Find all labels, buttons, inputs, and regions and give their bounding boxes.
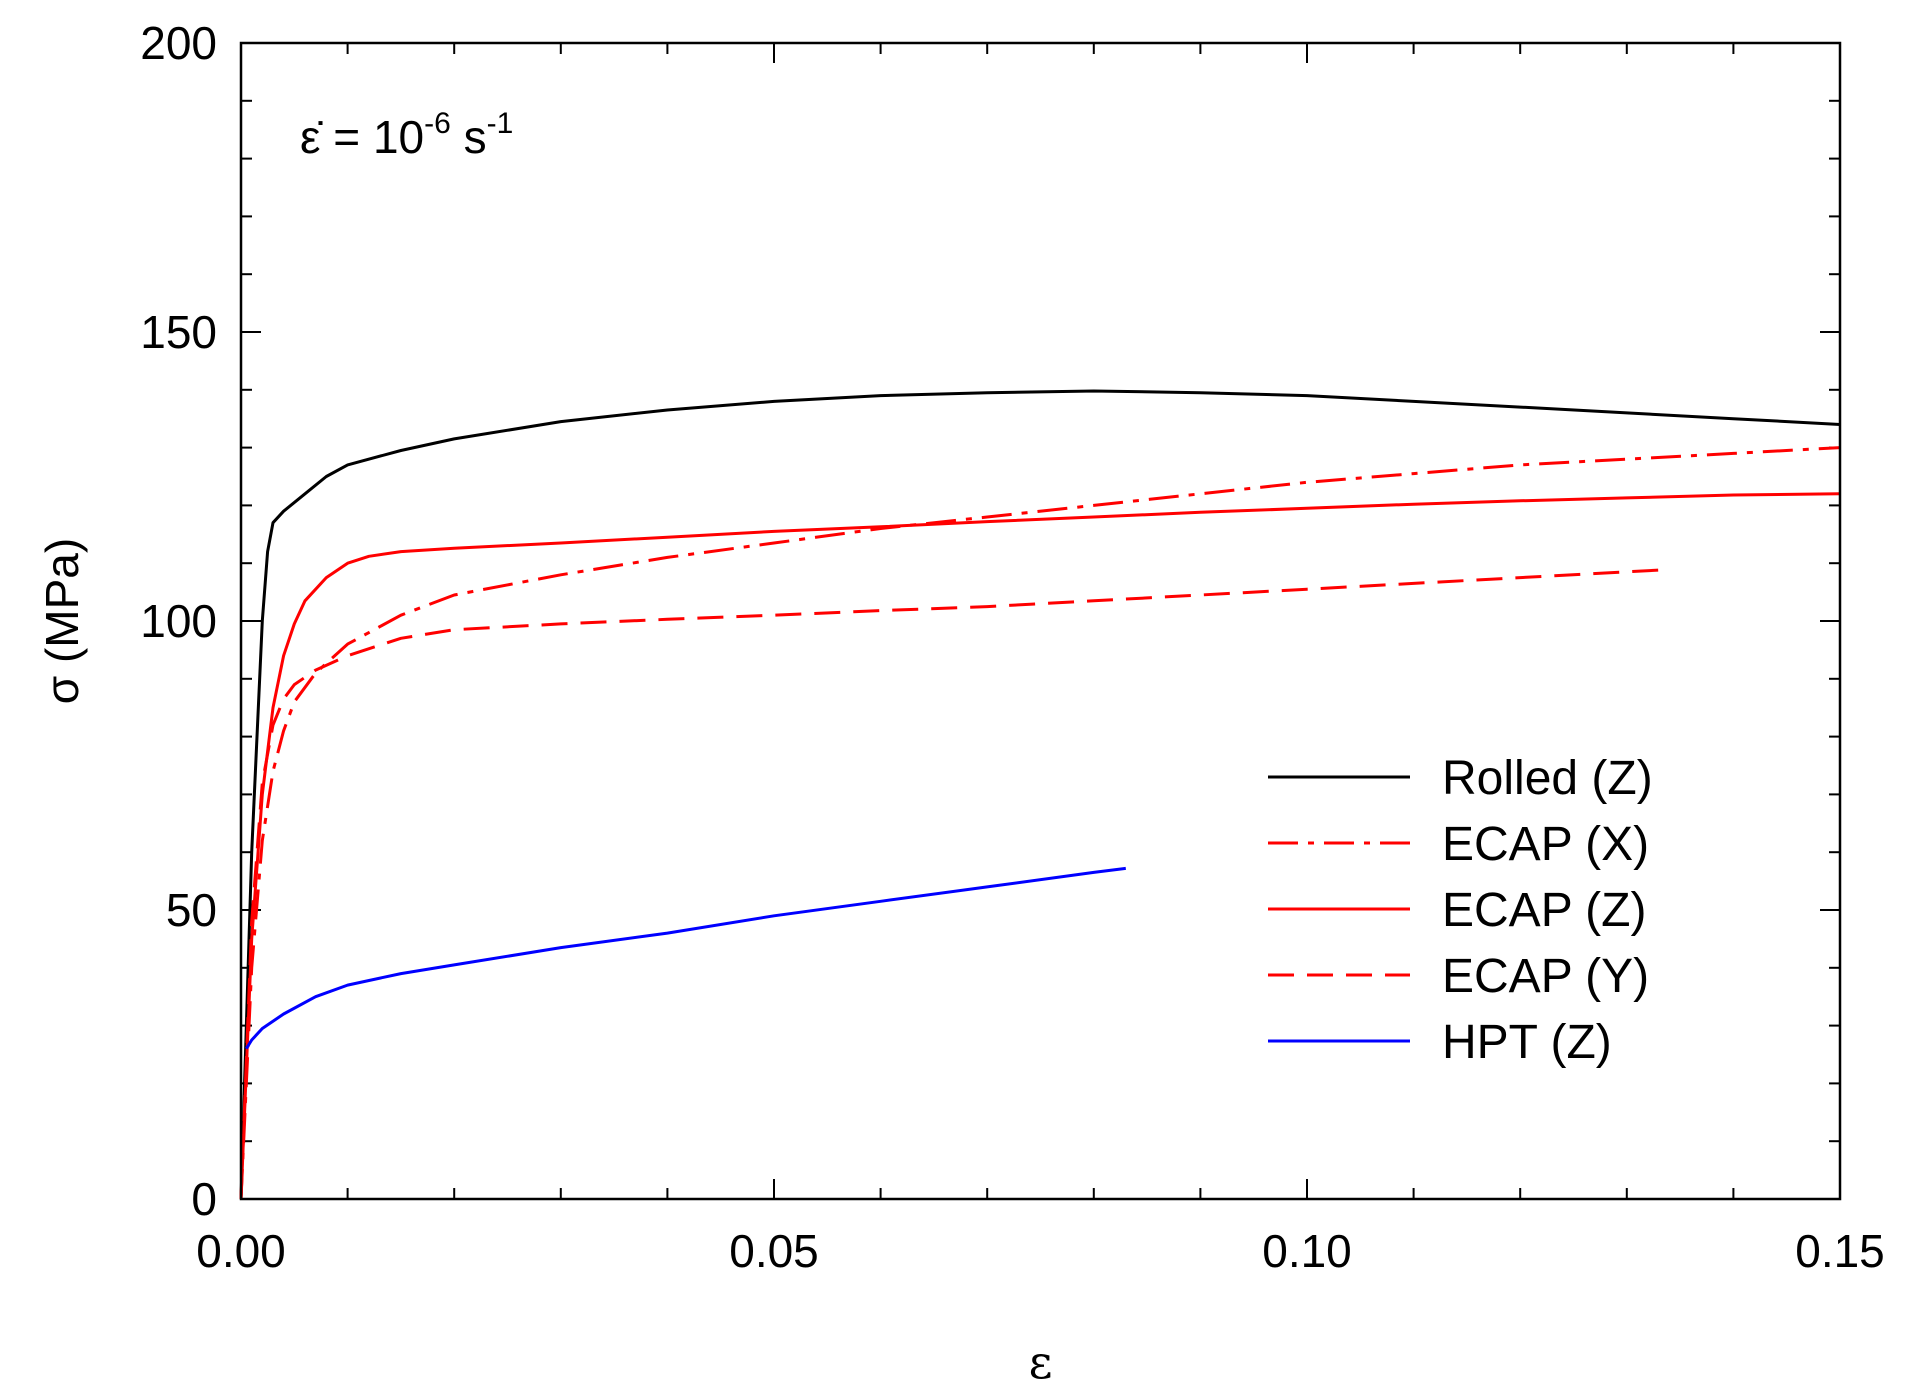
y-tick-label: 200 (140, 17, 217, 69)
plot-frame (239, 41, 1842, 1201)
series-line-hpt-z (245, 866, 1126, 1050)
strain-rate-symbol: ε̇ (300, 111, 324, 163)
legend-label: Rolled (Z) (1442, 752, 1653, 805)
tick-labels: 0.00 0.05 0.10 0.15 0 50 100 150 200 (140, 17, 1885, 1277)
legend-item-ecap-z: ECAP (Z) (1268, 884, 1646, 937)
strain-rate-base: = 10 (321, 111, 425, 163)
legend-label: ECAP (X) (1442, 818, 1649, 871)
data-series (239, 389, 1841, 1200)
strain-rate-annotation: ε̇ = 10-6 s-1 (300, 107, 513, 163)
legend-item-rolled-z: Rolled (Z) (1268, 752, 1653, 805)
strain-rate-unit-exponent: -1 (487, 107, 514, 140)
y-tick-label: 50 (166, 884, 217, 936)
legend-label: HPT (Z) (1442, 1016, 1612, 1069)
series-line-ecap-x (239, 446, 1841, 1200)
y-tick-label: 150 (140, 306, 217, 358)
legend: Rolled (Z) ECAP (X) ECAP (Z) ECAP (Y) HPT (Z… (1268, 752, 1653, 1069)
legend-item-ecap-y: ECAP (Y) (1268, 950, 1649, 1003)
series-line-ecap-y (239, 568, 1659, 1200)
y-tick-label: 100 (140, 595, 217, 647)
x-tick-label: 0.15 (1795, 1225, 1885, 1277)
strain-rate-text: ε̇ = 10-6 s-1 (300, 107, 513, 163)
x-tick-label: 0.00 (196, 1225, 286, 1277)
series-line-ecap-z (239, 492, 1841, 1200)
strain-rate-exponent: -6 (424, 107, 451, 140)
y-axis-label: σ (MPa) (36, 538, 88, 704)
legend-label: ECAP (Y) (1442, 950, 1649, 1003)
y-tick-label: 0 (191, 1173, 217, 1225)
x-tick-label: 0.10 (1262, 1225, 1352, 1277)
x-tick-label: 0.05 (729, 1225, 819, 1277)
legend-label: ECAP (Z) (1442, 884, 1646, 937)
x-axis-label: ε (1029, 1335, 1053, 1389)
series-line-rolled-z (239, 389, 1841, 1200)
strain-rate-unit: s (451, 111, 487, 163)
legend-item-ecap-x: ECAP (X) (1268, 818, 1649, 871)
legend-item-hpt-z: HPT (Z) (1268, 1016, 1612, 1069)
